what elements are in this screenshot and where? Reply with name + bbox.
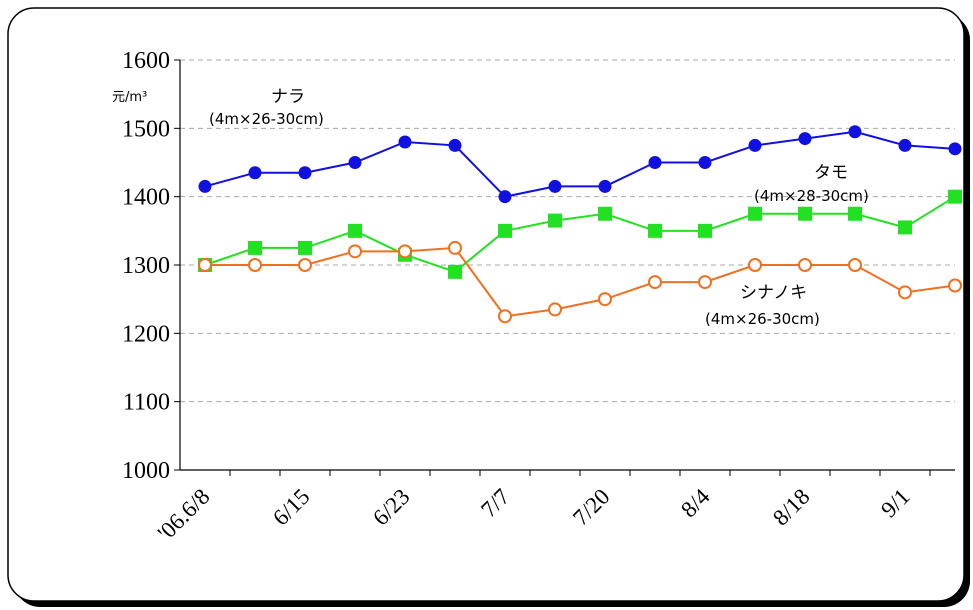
- series-layer: [198, 125, 962, 324]
- data-point: [598, 206, 612, 221]
- data-point: [698, 156, 712, 169]
- y-tick-label-1300: 1300: [122, 253, 170, 279]
- data-point: [848, 258, 862, 272]
- data-point: [348, 223, 362, 238]
- data-point: [498, 190, 512, 204]
- data-point: [798, 132, 812, 146]
- series-line-0: [204, 130, 956, 198]
- data-point: [498, 309, 512, 324]
- data-point: [548, 302, 562, 317]
- data-point: [648, 223, 662, 238]
- data-point: [648, 156, 662, 169]
- data-point: [948, 142, 962, 156]
- data-point: [198, 258, 212, 272]
- data-point: [298, 258, 312, 272]
- y-tick-label-1500: 1500: [122, 116, 170, 142]
- data-point: [498, 223, 512, 238]
- series-line-2: [205, 246, 956, 318]
- data-point: [798, 206, 812, 221]
- data-point: [748, 206, 762, 221]
- data-point: [448, 138, 462, 152]
- data-point: [298, 240, 312, 255]
- series-name-tamo: タモ: [814, 163, 848, 183]
- data-point: [948, 278, 962, 293]
- series-line-1: [204, 195, 956, 273]
- data-point: [698, 275, 712, 290]
- data-point: [248, 166, 262, 180]
- data-point: [598, 179, 612, 193]
- series-name-nara: ナラ: [271, 87, 305, 107]
- y-tick-label-1200: 1200: [122, 321, 170, 347]
- data-point: [348, 156, 362, 169]
- data-point: [898, 285, 912, 300]
- data-point: [798, 258, 812, 272]
- data-point: [748, 258, 762, 272]
- data-point: [898, 138, 912, 152]
- data-point: [448, 240, 462, 255]
- data-point: [198, 179, 212, 193]
- data-point: [598, 292, 612, 307]
- series-name-shinanoki: シナノキ: [740, 283, 807, 303]
- data-point: [548, 213, 562, 228]
- data-point: [948, 189, 962, 204]
- data-point: [398, 244, 412, 259]
- data-point: [298, 166, 312, 180]
- series-spec-shinanoki: (4m×26-30cm): [705, 310, 820, 328]
- data-point: [848, 206, 862, 221]
- y-tick-label-1600: 1600: [122, 48, 170, 74]
- data-point: [698, 223, 712, 238]
- data-point: [898, 220, 912, 235]
- data-point: [648, 275, 662, 290]
- y-axis-unit-label: 元/m³: [112, 90, 147, 105]
- data-point: [548, 179, 562, 193]
- data-point: [348, 244, 362, 259]
- series-spec-nara: (4m×26-30cm): [209, 110, 324, 128]
- y-tick-label-1400: 1400: [122, 185, 170, 211]
- data-point: [398, 135, 412, 149]
- y-tick-label-1100: 1100: [123, 390, 170, 416]
- data-point: [248, 258, 262, 272]
- series-spec-tamo: (4m×28-30cm): [754, 187, 869, 205]
- data-point: [748, 138, 762, 152]
- data-point: [248, 240, 262, 255]
- data-point: [448, 264, 462, 279]
- label-layer: 元/m³ ナラ (4m×26-30cm) タモ (4m×28-30cm) シナノ…: [112, 87, 869, 328]
- data-point: [848, 125, 862, 139]
- y-tick-label-1000: 1000: [122, 458, 170, 484]
